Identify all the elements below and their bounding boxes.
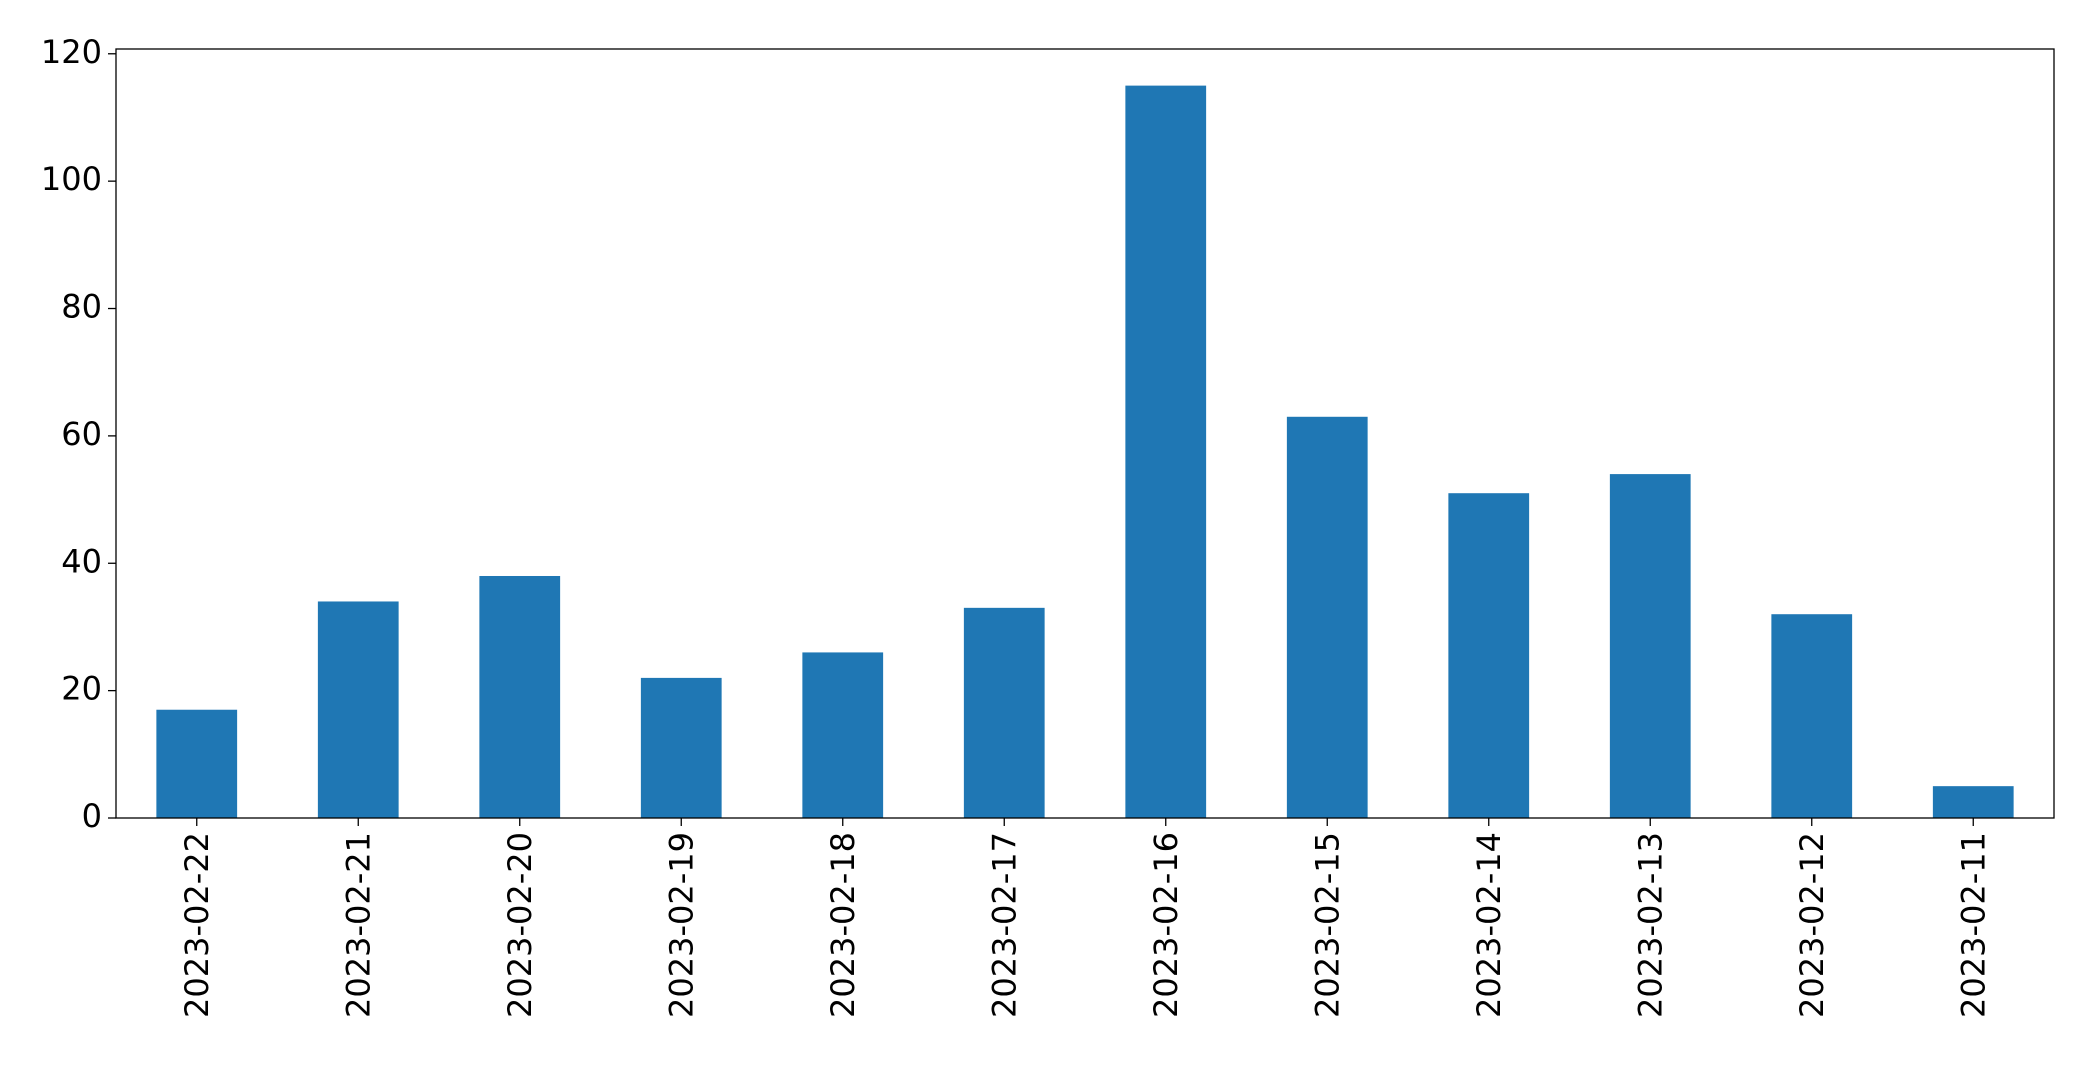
x-tick-label: 2023-02-13	[1631, 832, 1669, 1018]
y-tick-label: 60	[61, 415, 102, 453]
x-tick-label: 2023-02-20	[501, 832, 539, 1018]
x-tick-label: 2023-02-22	[178, 832, 216, 1018]
y-tick-label: 80	[61, 288, 102, 326]
plot-frame	[115, 48, 2055, 819]
y-tick-label: 100	[41, 160, 102, 198]
x-tick-label: 2023-02-14	[1470, 832, 1508, 1018]
bar	[640, 677, 722, 818]
x-tick-label: 2023-02-19	[662, 832, 700, 1018]
y-tick-label: 40	[61, 542, 102, 580]
bar	[1609, 474, 1691, 818]
x-tick-label: 2023-02-16	[1147, 832, 1185, 1018]
bar	[802, 652, 884, 818]
bar	[1771, 614, 1853, 818]
y-tick-label: 20	[61, 670, 102, 708]
bar	[963, 607, 1045, 818]
bar	[1932, 786, 2014, 818]
bar	[317, 601, 399, 818]
bar	[156, 709, 238, 818]
bar	[479, 575, 561, 818]
x-tick-label: 2023-02-18	[824, 832, 862, 1018]
x-tick-label: 2023-02-12	[1793, 832, 1831, 1018]
bar	[1125, 85, 1207, 819]
x-tick-label: 2023-02-17	[985, 832, 1023, 1018]
bar	[1286, 416, 1368, 818]
bar	[1448, 493, 1530, 818]
x-tick-label: 2023-02-11	[1954, 832, 1992, 1018]
x-tick-label: 2023-02-15	[1308, 832, 1346, 1018]
x-tick-label: 2023-02-21	[339, 832, 377, 1018]
y-tick-label: 0	[82, 797, 102, 835]
y-tick-label: 120	[41, 33, 102, 71]
